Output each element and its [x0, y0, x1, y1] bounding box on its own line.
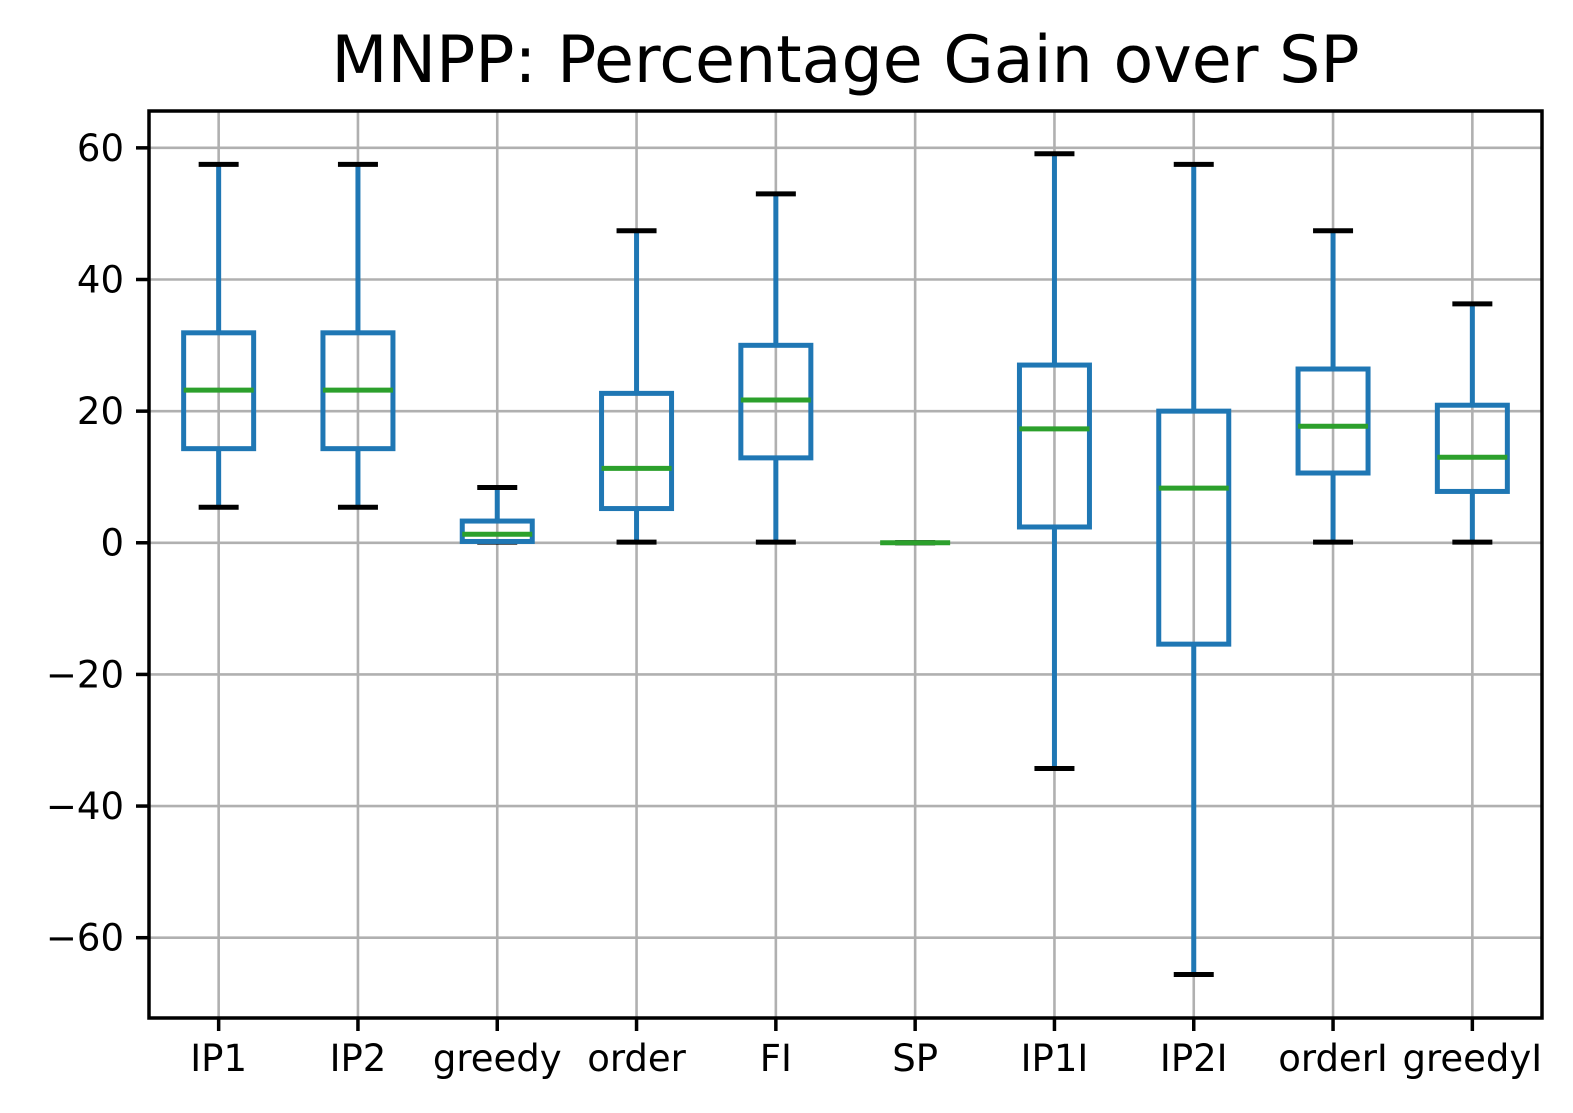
box-IP1I — [1016, 151, 1092, 772]
box-orderI — [1295, 228, 1371, 545]
x-tick-label-IP2: IP2 — [330, 1037, 387, 1080]
x-tick-label-FI: FI — [760, 1037, 792, 1080]
box-order — [599, 228, 675, 545]
x-tick-label-order: order — [587, 1037, 686, 1080]
box-greedy — [459, 484, 535, 545]
x-tick-label-SP: SP — [892, 1037, 938, 1080]
box-rect — [459, 518, 535, 544]
box-rect — [599, 390, 675, 512]
y-tick-label: 60 — [77, 127, 124, 170]
box-IP1 — [181, 161, 257, 510]
y-tick-label: 0 — [100, 522, 124, 565]
x-tick-label-IP1: IP1 — [190, 1037, 247, 1080]
y-tick-label: −20 — [46, 653, 124, 696]
box-layer — [181, 151, 1510, 978]
axes-frame — [147, 109, 1544, 1020]
x-tick-label-orderI: orderI — [1278, 1037, 1388, 1080]
grid-layer — [149, 111, 1542, 1018]
y-tick-label: −40 — [46, 785, 124, 828]
x-tick-label-greedy: greedy — [433, 1037, 562, 1080]
x-tick-label-IP1I: IP1I — [1021, 1037, 1089, 1080]
box-FI — [738, 191, 814, 545]
axis-layer: 60 40 20 0 −20 −40 −60 IP1 IP2 greedy order FI SP IP1… — [46, 109, 1544, 1080]
y-tick-label: 20 — [77, 390, 124, 433]
box-greedyI — [1434, 301, 1510, 545]
box-rect — [1156, 408, 1232, 647]
box-rect — [1016, 362, 1092, 530]
box-rect — [1434, 402, 1510, 494]
x-tick-label-greedyI: greedyI — [1402, 1037, 1542, 1080]
x-tick-label-IP2I: IP2I — [1160, 1037, 1228, 1080]
box-IP2I — [1156, 161, 1232, 978]
chart-title: MNPP: Percentage Gain over SP — [331, 23, 1359, 98]
box-IP2 — [320, 161, 396, 510]
box-rect — [1295, 366, 1371, 476]
y-tick-label: −60 — [46, 917, 124, 960]
y-tick-label: 40 — [77, 258, 124, 301]
